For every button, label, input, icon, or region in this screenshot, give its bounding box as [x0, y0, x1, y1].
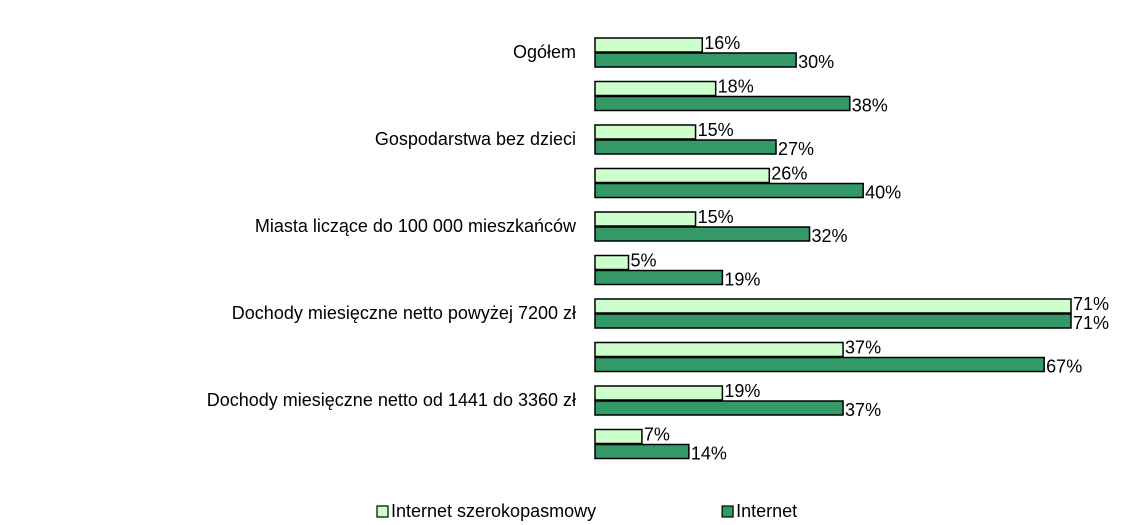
- value-label: 71%: [1073, 313, 1109, 333]
- bar: [594, 443, 690, 460]
- value-label: 67%: [1046, 356, 1082, 376]
- category-label: Gospodarstwa bez dzieci: [375, 129, 576, 149]
- bar: [594, 124, 697, 140]
- bar: [594, 182, 864, 199]
- value-label: 5%: [631, 250, 657, 270]
- bar: [594, 139, 777, 155]
- value-label: 19%: [724, 269, 760, 289]
- value-label: 30%: [798, 52, 834, 72]
- bar: [594, 95, 851, 112]
- category-label: Ogółem: [513, 42, 576, 62]
- bar: [594, 211, 697, 227]
- bar: [594, 37, 704, 53]
- legend-label: Internet szerokopasmowy: [391, 501, 596, 521]
- category-label: Dochody miesięczne netto powyżej 7200 zł: [232, 303, 576, 323]
- bar: [594, 254, 630, 271]
- value-label: 38%: [852, 95, 888, 115]
- value-label: 27%: [778, 139, 814, 159]
- bar: [594, 428, 643, 445]
- legend-swatch: [376, 505, 389, 518]
- category-label: Dochody miesięczne netto od 1441 do 3360…: [207, 390, 576, 410]
- value-label: 71%: [1073, 294, 1109, 314]
- bar: [594, 52, 797, 68]
- value-label: 15%: [698, 207, 734, 227]
- bar: [594, 298, 1072, 314]
- value-label: 16%: [704, 33, 740, 53]
- bar: [594, 80, 717, 97]
- legend-label: Internet: [736, 501, 797, 521]
- value-label: 14%: [691, 443, 727, 463]
- value-label: 37%: [845, 400, 881, 420]
- bar: [594, 167, 771, 184]
- bar: [594, 385, 724, 401]
- bar: [594, 356, 1045, 373]
- bar: [594, 226, 811, 242]
- bar: [594, 341, 844, 358]
- value-label: 7%: [644, 424, 670, 444]
- legend-swatch: [721, 505, 734, 518]
- category-label: Miasta liczące do 100 000 mieszkańców: [255, 216, 577, 236]
- value-label: 15%: [698, 120, 734, 140]
- value-label: 37%: [845, 337, 881, 357]
- value-label: 18%: [718, 76, 754, 96]
- bar: [594, 400, 844, 416]
- value-label: 40%: [865, 182, 901, 202]
- value-label: 26%: [771, 163, 807, 183]
- value-label: 19%: [724, 381, 760, 401]
- bar: [594, 269, 724, 286]
- bar: [594, 313, 1072, 329]
- value-label: 32%: [812, 226, 848, 246]
